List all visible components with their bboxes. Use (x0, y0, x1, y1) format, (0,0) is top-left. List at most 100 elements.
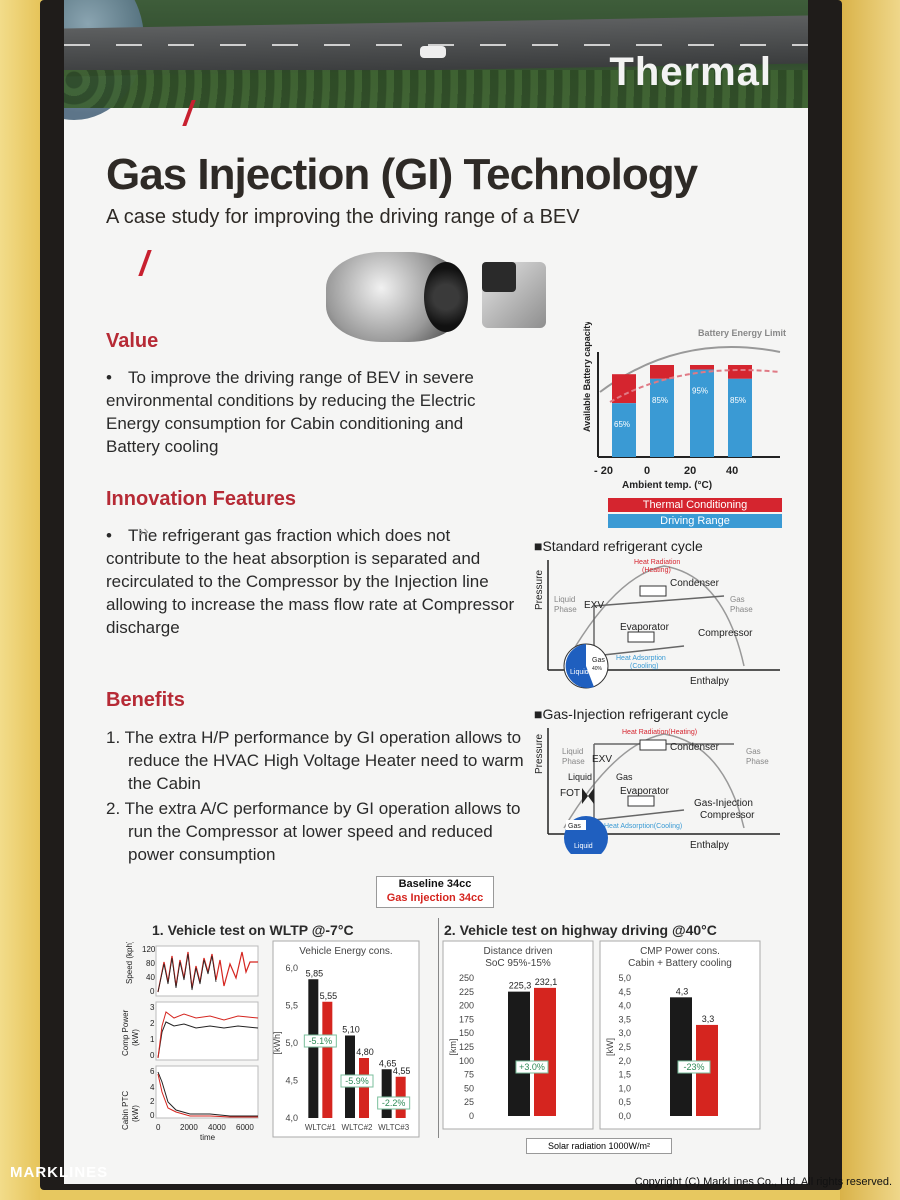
y-axis-label: [kWh] (272, 1031, 282, 1054)
valve-connector (482, 262, 516, 292)
legend-thermal: Thermal Conditioning (608, 498, 782, 512)
standard-cycle-diagram: Pressure Enthalpy Heat Radiation (Heatin… (534, 559, 780, 689)
prev-arrows: ›› (138, 523, 149, 540)
change-label: -23% (683, 1062, 704, 1072)
page-subtitle: A case study for improving the driving r… (106, 206, 580, 228)
svg-text:40%: 40% (592, 666, 603, 672)
x-tick-label: WLTC#3 (378, 1123, 410, 1132)
range-bars: 65% 85% 95% 85% (612, 365, 752, 457)
svg-text:Gas: Gas (568, 823, 581, 830)
thermal-bar (650, 365, 674, 379)
bar-value-label: 5,85 (306, 968, 324, 978)
svg-text:Pressure: Pressure (534, 570, 545, 610)
road-marking (64, 44, 808, 46)
y-tick-label: 0,5 (618, 1097, 631, 1107)
y-tick-label: 2,0 (618, 1056, 631, 1066)
svg-text:Pressure: Pressure (534, 734, 545, 774)
svg-text:Compressor: Compressor (700, 810, 755, 821)
range-pct: 85% (730, 396, 746, 405)
svg-text:0: 0 (150, 1051, 155, 1060)
svg-text:Speed (kph): Speed (kph) (125, 942, 134, 984)
baseline-bar (508, 991, 530, 1116)
test2-title: 2. Vehicle test on highway driving @40°C (444, 922, 717, 938)
wall-left (0, 0, 40, 1200)
gi-cycle-title: ■Gas-Injection refrigerant cycle (534, 706, 729, 722)
forest-image (64, 70, 808, 108)
svg-text:Gas-Injection: Gas-Injection (694, 798, 753, 809)
svg-text:Evaporator: Evaporator (620, 622, 670, 633)
dashed-curve (609, 369, 781, 403)
y-tick-label: 75 (464, 1070, 474, 1080)
svg-text:Gas: Gas (616, 772, 633, 782)
svg-text:Cabin PTC: Cabin PTC (121, 1091, 130, 1130)
y-tick-label: 3,5 (618, 1014, 631, 1024)
range-tick: 40 (726, 465, 738, 477)
svg-text:EXV: EXV (584, 600, 604, 611)
y-axis-label: [kW] (605, 1038, 615, 1056)
bar-value-label: 4,55 (393, 1066, 411, 1076)
y-tick-label: 50 (464, 1083, 474, 1093)
thermal-bar (612, 374, 636, 404)
svg-text:40: 40 (146, 973, 155, 982)
change-badge (303, 1034, 337, 1048)
chart-subtitle: SoC 95%-15% (485, 958, 551, 969)
y-tick-label: 4,5 (618, 987, 631, 997)
gi-cycle-diagram: Pressure Enthalpy Heat Radiation(Heating… (534, 728, 780, 854)
copyright-text: Copyright (C) MarkLines Co., Ltd. All ri… (634, 1176, 892, 1188)
y-tick-label: 125 (459, 1042, 474, 1052)
gi-bar (359, 1058, 369, 1118)
change-label: +3.0% (519, 1062, 545, 1072)
x-tick-label: WLTC#1 (305, 1123, 337, 1132)
svg-text:Condenser: Condenser (670, 742, 720, 753)
solar-label: Solar radiation 1000W/m² (526, 1138, 672, 1154)
svg-text:Comp Power: Comp Power (121, 1009, 130, 1056)
range-xlabel: Ambient temp. (°C) (622, 480, 712, 491)
range-tick: 20 (684, 465, 696, 477)
y-tick-label: 175 (459, 1014, 474, 1024)
energy-chart: Vehicle Energy cons.6,0 5,5 5,0 4,5 4,0 [kWh]… (272, 940, 420, 1138)
accent-slash (138, 250, 152, 276)
benefit-item: 1. The extra H/P performance by GI opera… (106, 728, 524, 793)
y-tick-label: 200 (459, 1001, 474, 1011)
svg-text:Heat Radiation(Heating): Heat Radiation(Heating) (622, 729, 697, 736)
y-tick-label: 150 (459, 1028, 474, 1038)
bar-value-label: 4,3 (676, 986, 689, 996)
range-chart: Battery Energy Limit Available Battery c… (582, 322, 786, 491)
y-tick-label: 225 (459, 987, 474, 997)
y-tick-label: 5,0 (618, 973, 631, 983)
y-tick-label: 1,5 (618, 1070, 631, 1080)
y-tick-label: 250 (459, 973, 474, 983)
chart-title: CMP Power cons. (640, 946, 720, 957)
svg-text:Gas: Gas (592, 657, 605, 664)
test1-title: 1. Vehicle test on WLTP @-7°C (152, 922, 354, 938)
svg-text:Phase: Phase (562, 757, 585, 766)
svg-text:Condenser: Condenser (670, 578, 720, 589)
svg-text:Liquid: Liquid (554, 595, 575, 604)
change-badge (677, 1060, 711, 1074)
baseline-bar (381, 1069, 392, 1118)
range-tick: - 20 (594, 465, 613, 477)
y-tick-label: 2,5 (618, 1042, 631, 1052)
svg-text:Phase: Phase (746, 757, 769, 766)
range-bar (612, 403, 636, 457)
change-label: -5.9% (345, 1076, 369, 1086)
svg-text:0: 0 (156, 1123, 161, 1132)
y-tick-label: 0 (469, 1111, 474, 1121)
svg-text:120: 120 (142, 945, 156, 954)
svg-text:Enthalpy: Enthalpy (690, 676, 729, 687)
svg-text:Heat Radiation: Heat Radiation (634, 559, 680, 566)
banner-label: Thermal (609, 50, 772, 94)
y-tick-label: 100 (459, 1056, 474, 1066)
svg-text:3: 3 (150, 1003, 155, 1012)
svg-text:Liquid: Liquid (562, 747, 583, 756)
change-badge (377, 1096, 411, 1110)
svg-text:FOT: FOT (560, 788, 580, 799)
svg-text:4: 4 (150, 1083, 155, 1092)
bar-value-label: 4,65 (379, 1058, 397, 1068)
change-badge (340, 1074, 374, 1088)
range-bar (690, 369, 714, 457)
svg-text:Evaporator: Evaporator (620, 786, 670, 797)
legend-range: Driving Range (608, 514, 782, 528)
svg-text:0: 0 (150, 1111, 155, 1120)
